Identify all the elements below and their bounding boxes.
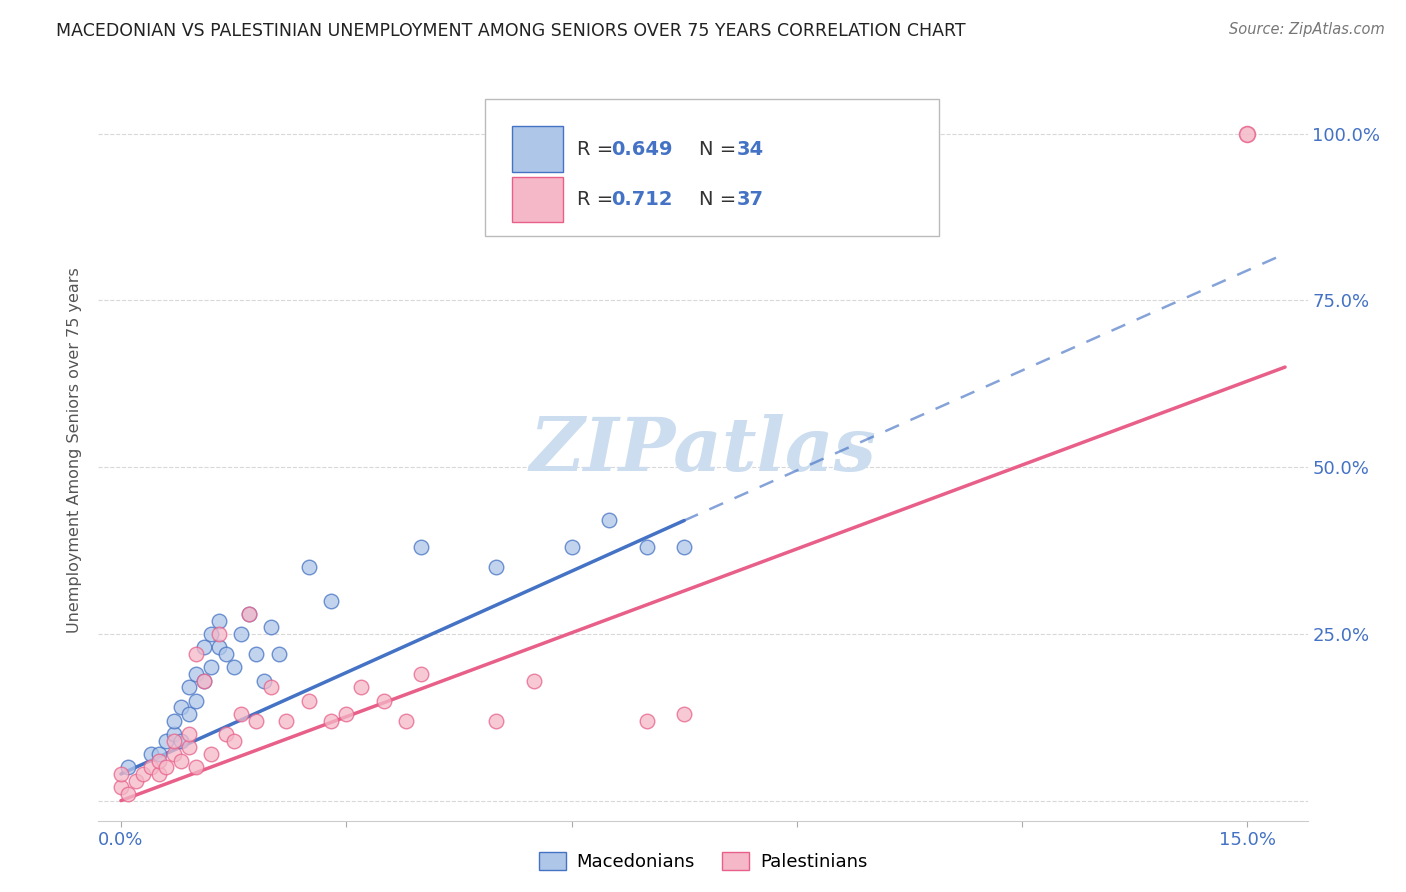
Point [298, 560, 321, 574]
Point [321, 593, 343, 607]
Point [222, 733, 245, 747]
Bar [512, 177, 562, 222]
Point [184, 693, 207, 707]
Point [139, 747, 162, 761]
Point [207, 640, 229, 655]
Point [117, 760, 139, 774]
Point [139, 760, 162, 774]
Point [1236, 127, 1258, 141]
Text: ZIPatlas: ZIPatlas [530, 414, 876, 487]
Point [184, 647, 207, 661]
Text: Source: ZipAtlas.com: Source: ZipAtlas.com [1229, 22, 1385, 37]
Y-axis label: Unemployment Among Seniors over 75 years: Unemployment Among Seniors over 75 years [67, 268, 83, 633]
Point [148, 754, 170, 768]
Point [155, 733, 177, 747]
Point [636, 714, 658, 728]
Point [238, 607, 260, 621]
Bar [512, 126, 562, 172]
Point [222, 660, 245, 674]
Point [200, 627, 222, 641]
Legend: Macedonians, Palestinians: Macedonians, Palestinians [531, 845, 875, 879]
Point [170, 733, 193, 747]
Point [110, 767, 132, 781]
Point [148, 767, 170, 781]
Point [170, 754, 193, 768]
Point [636, 540, 658, 554]
Text: MACEDONIAN VS PALESTINIAN UNEMPLOYMENT AMONG SENIORS OVER 75 YEARS CORRELATION C: MACEDONIAN VS PALESTINIAN UNEMPLOYMENT A… [56, 22, 966, 40]
Point [335, 706, 357, 721]
Point [200, 660, 222, 674]
Point [245, 647, 267, 661]
Point [177, 727, 200, 741]
Point [110, 780, 132, 795]
Point [200, 747, 222, 761]
Text: 34: 34 [737, 140, 763, 159]
Text: R =: R = [578, 190, 626, 209]
Point [485, 714, 508, 728]
Point [177, 740, 200, 755]
Text: N =: N = [699, 190, 742, 209]
Text: 37: 37 [737, 190, 763, 209]
Point [373, 693, 395, 707]
Point [193, 673, 215, 688]
Point [177, 706, 200, 721]
Point [184, 666, 207, 681]
Point [561, 540, 583, 554]
Point [411, 540, 433, 554]
Point [193, 673, 215, 688]
Point [215, 727, 238, 741]
Point [350, 680, 373, 694]
Point [155, 760, 177, 774]
Point [207, 614, 229, 628]
Point [485, 560, 508, 574]
Point [260, 620, 283, 634]
Point [125, 773, 148, 788]
Text: N =: N = [699, 140, 742, 159]
Point [229, 706, 252, 721]
Point [229, 627, 252, 641]
Point [207, 627, 229, 641]
Text: 0.712: 0.712 [612, 190, 672, 209]
Point [177, 680, 200, 694]
Point [245, 714, 267, 728]
Point [411, 666, 433, 681]
Point [117, 787, 139, 801]
Text: 0.649: 0.649 [612, 140, 672, 159]
Point [162, 747, 184, 761]
Point [184, 760, 207, 774]
Point [253, 673, 276, 688]
Point [193, 640, 215, 655]
Point [170, 700, 193, 714]
Point [298, 693, 321, 707]
Point [523, 673, 546, 688]
Point [162, 733, 184, 747]
Point [673, 706, 696, 721]
Point [215, 647, 238, 661]
Point [673, 540, 696, 554]
Point [162, 727, 184, 741]
FancyBboxPatch shape [485, 99, 939, 235]
Point [598, 514, 620, 528]
Point [148, 747, 170, 761]
Point [395, 714, 418, 728]
Point [321, 714, 343, 728]
Point [276, 714, 298, 728]
Point [162, 714, 184, 728]
Text: R =: R = [578, 140, 620, 159]
Point [132, 767, 155, 781]
Point [267, 647, 290, 661]
Point [260, 680, 283, 694]
Point [238, 607, 260, 621]
